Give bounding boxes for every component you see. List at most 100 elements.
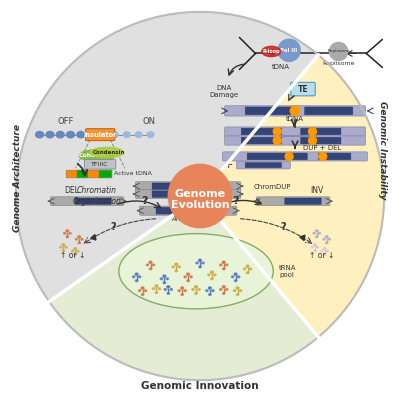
Ellipse shape (181, 294, 183, 295)
Text: DUP + DEL: DUP + DEL (303, 145, 341, 151)
FancyBboxPatch shape (300, 137, 341, 144)
Ellipse shape (311, 246, 313, 248)
Ellipse shape (190, 276, 192, 278)
Ellipse shape (208, 287, 211, 289)
Ellipse shape (212, 290, 214, 291)
Ellipse shape (144, 290, 147, 291)
Text: Cohesin: Cohesin (79, 153, 107, 158)
Ellipse shape (234, 290, 236, 291)
Ellipse shape (220, 289, 222, 290)
FancyBboxPatch shape (152, 183, 182, 189)
Ellipse shape (78, 242, 80, 244)
Ellipse shape (234, 280, 237, 282)
Ellipse shape (77, 250, 79, 252)
Ellipse shape (119, 234, 273, 309)
Ellipse shape (172, 266, 174, 268)
Ellipse shape (76, 238, 78, 240)
Text: tRNA
pool: tRNA pool (279, 265, 297, 278)
Ellipse shape (240, 290, 242, 291)
Ellipse shape (326, 242, 328, 244)
Text: ?: ? (110, 222, 116, 232)
Ellipse shape (198, 289, 200, 290)
Circle shape (308, 128, 316, 135)
FancyBboxPatch shape (198, 208, 222, 214)
Text: DNA
Damage: DNA Damage (209, 85, 238, 98)
Ellipse shape (62, 250, 64, 251)
FancyBboxPatch shape (136, 182, 241, 190)
Text: TFIIIC: TFIIIC (92, 162, 109, 167)
Ellipse shape (196, 262, 198, 264)
Ellipse shape (56, 131, 64, 138)
FancyBboxPatch shape (152, 191, 182, 197)
Text: Genome Architecture: Genome Architecture (13, 124, 22, 232)
FancyBboxPatch shape (140, 206, 237, 215)
FancyBboxPatch shape (224, 136, 366, 145)
Ellipse shape (112, 132, 118, 137)
Ellipse shape (132, 276, 135, 278)
Text: Active tDNA: Active tDNA (114, 171, 152, 176)
Polygon shape (49, 196, 318, 380)
Ellipse shape (175, 270, 178, 272)
Text: INV: INV (310, 186, 324, 195)
Polygon shape (16, 12, 318, 302)
Ellipse shape (195, 286, 198, 288)
FancyBboxPatch shape (136, 190, 241, 198)
Ellipse shape (69, 232, 71, 234)
Ellipse shape (152, 288, 154, 289)
Ellipse shape (46, 131, 54, 138)
Ellipse shape (178, 290, 180, 291)
Text: ↑ or ↓: ↑ or ↓ (60, 251, 85, 260)
Ellipse shape (167, 286, 170, 288)
FancyBboxPatch shape (222, 152, 368, 161)
Text: Chromatin
Organization: Chromatin Organization (73, 186, 122, 206)
Ellipse shape (199, 266, 201, 268)
Text: ?: ? (141, 196, 148, 206)
Circle shape (285, 152, 293, 160)
FancyBboxPatch shape (241, 137, 282, 144)
Ellipse shape (66, 131, 74, 138)
Ellipse shape (74, 248, 76, 250)
Ellipse shape (155, 292, 158, 293)
Ellipse shape (210, 271, 213, 273)
Ellipse shape (222, 293, 225, 294)
Circle shape (308, 137, 316, 145)
Ellipse shape (160, 278, 162, 280)
Ellipse shape (321, 250, 323, 252)
Circle shape (273, 137, 281, 145)
Text: DEL: DEL (64, 186, 79, 195)
FancyBboxPatch shape (285, 198, 321, 204)
Ellipse shape (314, 244, 316, 246)
Ellipse shape (66, 236, 68, 238)
Ellipse shape (318, 232, 320, 234)
FancyBboxPatch shape (304, 107, 353, 115)
Ellipse shape (313, 232, 315, 234)
Ellipse shape (138, 276, 141, 278)
Text: Replisome: Replisome (327, 50, 350, 53)
Bar (94, 170, 100, 177)
Text: Evolution: Evolution (171, 200, 229, 210)
FancyBboxPatch shape (86, 129, 115, 141)
Ellipse shape (163, 282, 166, 284)
Ellipse shape (324, 254, 326, 255)
Text: Condensin: Condensin (93, 150, 125, 155)
Text: tDNA: tDNA (272, 63, 290, 70)
Text: Insulator: Insulator (84, 131, 117, 138)
Ellipse shape (314, 250, 316, 251)
Ellipse shape (209, 294, 211, 295)
Ellipse shape (316, 246, 318, 248)
Text: Genome: Genome (174, 189, 226, 199)
Bar (88, 170, 94, 177)
Ellipse shape (236, 294, 239, 295)
Ellipse shape (155, 285, 158, 287)
Ellipse shape (192, 289, 194, 290)
Ellipse shape (195, 293, 197, 294)
Text: ChromDUP: ChromDUP (254, 184, 291, 190)
Polygon shape (200, 55, 384, 337)
Ellipse shape (136, 280, 138, 282)
Bar (83, 170, 88, 177)
Ellipse shape (232, 276, 234, 278)
Ellipse shape (66, 230, 68, 232)
Ellipse shape (72, 250, 74, 252)
Ellipse shape (77, 131, 85, 138)
Bar (72, 170, 77, 177)
